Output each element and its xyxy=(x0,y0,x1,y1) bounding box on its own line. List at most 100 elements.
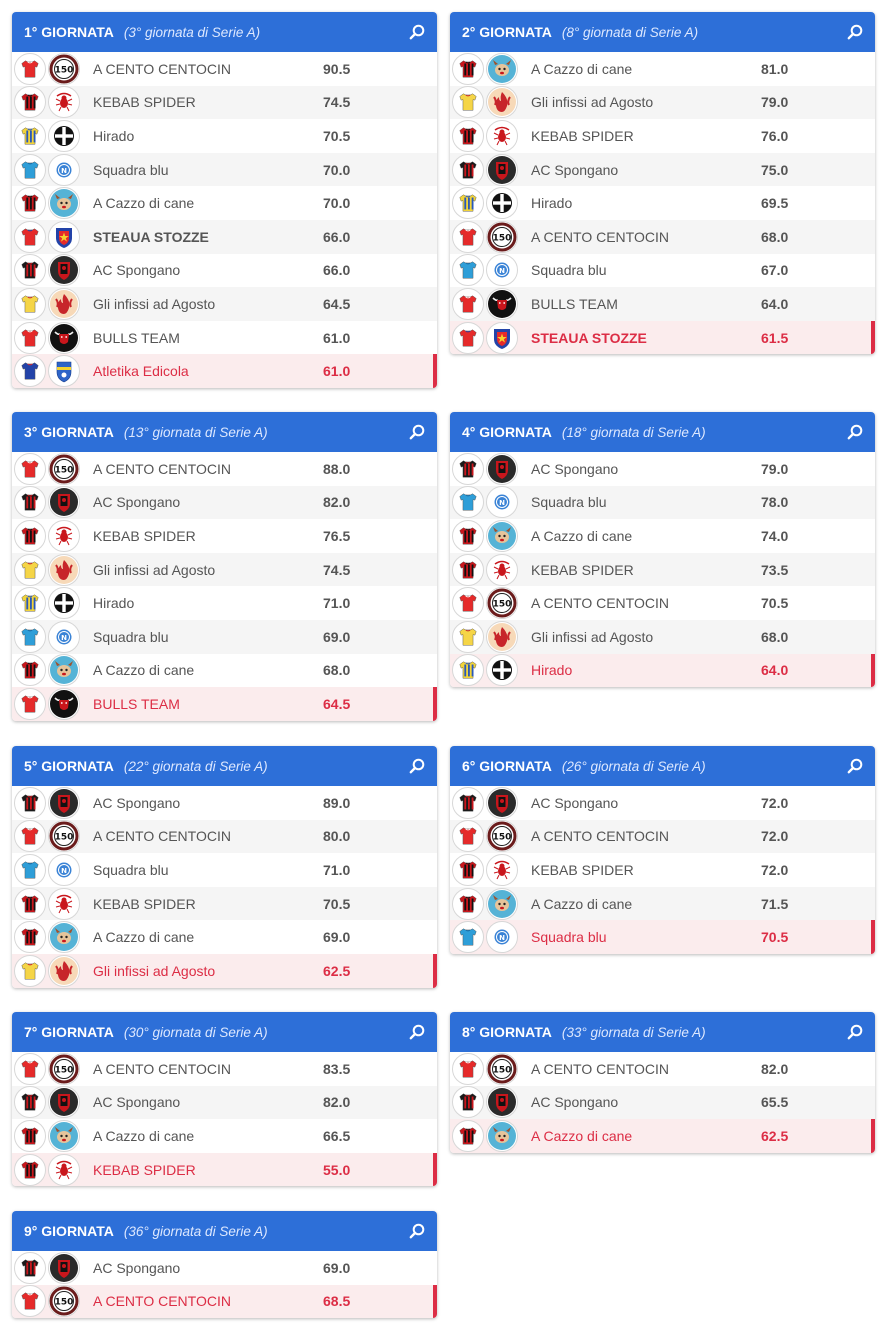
team-row[interactable]: A Cazzo di cane 62.5 xyxy=(450,1119,875,1153)
team-row[interactable]: 150 A CENTO CENTOCIN 90.5 xyxy=(12,52,437,86)
team-row[interactable]: Gli infissi ad Agosto 74.5 xyxy=(12,552,437,587)
team-row[interactable]: KEBAB SPIDER 76.0 xyxy=(450,119,875,153)
team-row[interactable]: A Cazzo di cane 71.5 xyxy=(450,886,875,921)
team-name[interactable]: AC Spongano xyxy=(93,1259,181,1276)
team-name[interactable]: Squadra blu xyxy=(531,262,607,279)
team-row[interactable]: Gli infissi ad Agosto 62.5 xyxy=(12,953,437,988)
team-name[interactable]: AC Spongano xyxy=(531,161,619,178)
team-row[interactable]: Hirado 69.5 xyxy=(450,186,875,220)
team-name[interactable]: Hirado xyxy=(93,595,135,612)
team-row[interactable]: AC Spongano 89.0 xyxy=(12,786,437,820)
team-name[interactable]: Hirado xyxy=(531,195,573,212)
team-row[interactable]: A Cazzo di cane 70.0 xyxy=(12,186,437,220)
team-name[interactable]: A CENTO CENTOCIN xyxy=(93,1060,231,1077)
team-row[interactable]: N Squadra blu 78.0 xyxy=(450,485,875,520)
team-name[interactable]: Squadra blu xyxy=(531,929,607,946)
team-row[interactable]: AC Spongano 82.0 xyxy=(12,485,437,520)
team-name[interactable]: STEAUA STOZZE xyxy=(93,228,209,245)
team-row[interactable]: Gli infissi ad Agosto 79.0 xyxy=(450,85,875,120)
team-name[interactable]: KEBAB SPIDER xyxy=(531,127,634,144)
team-name[interactable]: A Cazzo di cane xyxy=(531,895,633,912)
team-name[interactable]: A CENTO CENTOCIN xyxy=(93,828,231,845)
team-row[interactable]: AC Spongano 82.0 xyxy=(12,1085,437,1120)
team-name[interactable]: KEBAB SPIDER xyxy=(93,94,196,111)
team-name[interactable]: STEAUA STOZZE xyxy=(531,329,647,346)
team-row[interactable]: Hirado 70.5 xyxy=(12,119,437,153)
team-row[interactable]: Hirado 64.0 xyxy=(450,653,875,688)
team-row[interactable]: N Squadra blu 67.0 xyxy=(450,254,875,288)
team-name[interactable]: AC Spongano xyxy=(531,1094,619,1111)
team-row[interactable]: KEBAB SPIDER 74.5 xyxy=(12,85,437,120)
search-icon[interactable] xyxy=(409,1223,425,1239)
team-row[interactable]: KEBAB SPIDER 72.0 xyxy=(450,853,875,887)
team-name[interactable]: Gli infissi ad Agosto xyxy=(93,561,216,578)
team-row[interactable]: KEBAB SPIDER 76.5 xyxy=(12,519,437,553)
team-row[interactable]: STEAUA STOZZE 61.5 xyxy=(450,320,875,355)
team-name[interactable]: A CENTO CENTOCIN xyxy=(93,60,231,77)
team-row[interactable]: 150 A CENTO CENTOCIN 68.0 xyxy=(450,219,875,254)
team-name[interactable]: Squadra blu xyxy=(93,861,169,878)
team-row[interactable]: A Cazzo di cane 74.0 xyxy=(450,519,875,553)
team-name[interactable]: KEBAB SPIDER xyxy=(531,561,634,578)
team-name[interactable]: A Cazzo di cane xyxy=(531,60,633,77)
team-name[interactable]: Atletika Edicola xyxy=(93,363,189,380)
team-row[interactable]: N Squadra blu 69.0 xyxy=(12,619,437,654)
team-row[interactable]: BULLS TEAM 64.0 xyxy=(450,287,875,321)
team-row[interactable]: A Cazzo di cane 68.0 xyxy=(12,654,437,688)
team-name[interactable]: AC Spongano xyxy=(93,1094,181,1111)
team-row[interactable]: Gli infissi ad Agosto 68.0 xyxy=(450,619,875,654)
team-name[interactable]: A CENTO CENTOCIN xyxy=(531,1060,669,1077)
team-row[interactable]: 150 A CENTO CENTOCIN 68.5 xyxy=(12,1284,437,1319)
team-row[interactable]: N Squadra blu 71.0 xyxy=(12,853,437,887)
team-name[interactable]: Hirado xyxy=(93,127,135,144)
team-name[interactable]: A Cazzo di cane xyxy=(93,195,195,212)
team-name[interactable]: Gli infissi ad Agosto xyxy=(531,94,654,111)
team-row[interactable]: AC Spongano 65.5 xyxy=(450,1085,875,1120)
team-name[interactable]: KEBAB SPIDER xyxy=(93,527,196,544)
team-row[interactable]: Atletika Edicola 61.0 xyxy=(12,354,437,388)
search-icon[interactable] xyxy=(847,1024,863,1040)
team-name[interactable]: A Cazzo di cane xyxy=(93,662,195,679)
team-row[interactable]: 150 A CENTO CENTOCIN 82.0 xyxy=(450,1052,875,1086)
team-row[interactable]: KEBAB SPIDER 73.5 xyxy=(450,552,875,587)
team-row[interactable]: KEBAB SPIDER 70.5 xyxy=(12,886,437,921)
team-name[interactable]: KEBAB SPIDER xyxy=(93,895,196,912)
team-name[interactable]: AC Spongano xyxy=(531,460,619,477)
search-icon[interactable] xyxy=(409,424,425,440)
team-row[interactable]: Hirado 71.0 xyxy=(12,586,437,620)
team-row[interactable]: STEAUA STOZZE 66.0 xyxy=(12,219,437,254)
team-row[interactable]: BULLS TEAM 64.5 xyxy=(12,687,437,721)
team-name[interactable]: AC Spongano xyxy=(531,794,619,811)
team-row[interactable]: KEBAB SPIDER 55.0 xyxy=(12,1152,437,1187)
team-name[interactable]: A CENTO CENTOCIN xyxy=(93,460,231,477)
search-icon[interactable] xyxy=(409,758,425,774)
team-name[interactable]: KEBAB SPIDER xyxy=(531,861,634,878)
team-name[interactable]: Hirado xyxy=(531,662,573,679)
team-name[interactable]: A CENTO CENTOCIN xyxy=(531,595,669,612)
team-name[interactable]: BULLS TEAM xyxy=(93,695,180,712)
team-row[interactable]: 150 A CENTO CENTOCIN 83.5 xyxy=(12,1052,437,1086)
team-name[interactable]: A CENTO CENTOCIN xyxy=(93,1293,231,1310)
search-icon[interactable] xyxy=(847,758,863,774)
team-row[interactable]: AC Spongano 72.0 xyxy=(450,786,875,820)
team-name[interactable]: KEBAB SPIDER xyxy=(93,1161,196,1178)
team-name[interactable]: A Cazzo di cane xyxy=(531,527,633,544)
team-row[interactable]: AC Spongano 66.0 xyxy=(12,254,437,288)
team-row[interactable]: BULLS TEAM 61.0 xyxy=(12,321,437,355)
team-name[interactable]: Squadra blu xyxy=(531,494,607,511)
team-name[interactable]: Squadra blu xyxy=(93,161,169,178)
team-row[interactable]: Gli infissi ad Agosto 64.5 xyxy=(12,287,437,321)
team-name[interactable]: BULLS TEAM xyxy=(93,329,180,346)
team-row[interactable]: A Cazzo di cane 81.0 xyxy=(450,52,875,86)
team-name[interactable]: A Cazzo di cane xyxy=(93,929,195,946)
team-row[interactable]: N Squadra blu 70.5 xyxy=(450,920,875,954)
team-row[interactable]: 150 A CENTO CENTOCIN 88.0 xyxy=(12,452,437,486)
search-icon[interactable] xyxy=(847,424,863,440)
team-row[interactable]: AC Spongano 75.0 xyxy=(450,152,875,187)
team-row[interactable]: N Squadra blu 70.0 xyxy=(12,152,437,187)
team-name[interactable]: BULLS TEAM xyxy=(531,295,618,312)
search-icon[interactable] xyxy=(409,24,425,40)
search-icon[interactable] xyxy=(847,24,863,40)
team-name[interactable]: Gli infissi ad Agosto xyxy=(531,628,654,645)
team-row[interactable]: 150 A CENTO CENTOCIN 72.0 xyxy=(450,819,875,854)
